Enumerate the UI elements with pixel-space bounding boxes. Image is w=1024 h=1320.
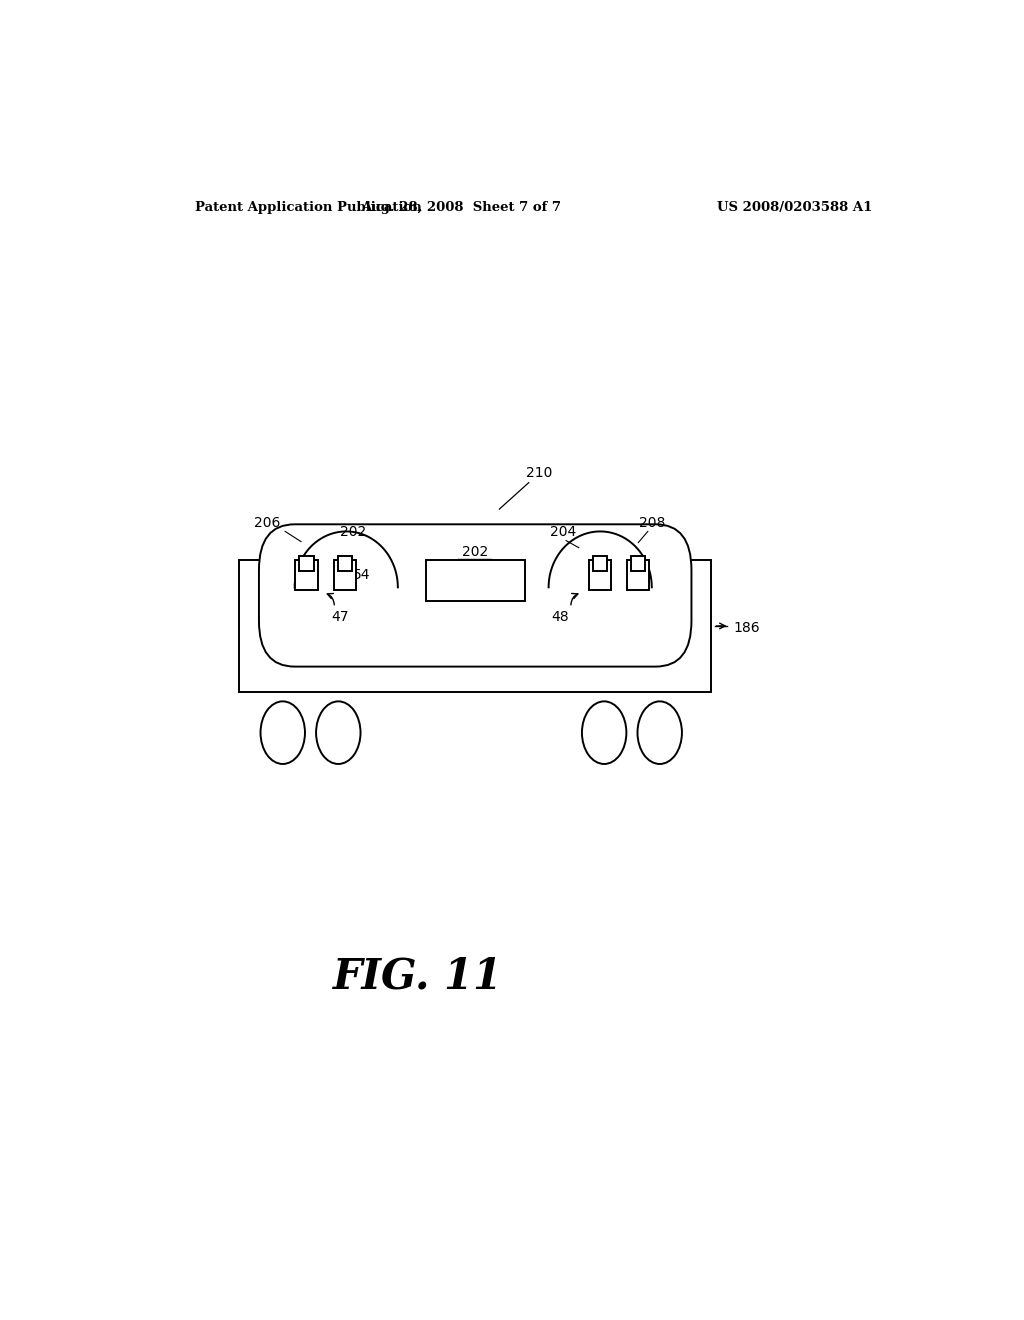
Text: 208: 208 (639, 516, 665, 531)
Text: 202: 202 (462, 545, 487, 558)
Bar (334, 560, 355, 590)
Text: 202: 202 (340, 524, 367, 539)
Bar (296, 560, 317, 590)
Text: 56: 56 (595, 568, 613, 582)
Ellipse shape (316, 701, 360, 764)
Text: 47: 47 (331, 610, 348, 623)
Text: 206: 206 (254, 516, 281, 531)
Ellipse shape (260, 701, 305, 764)
Ellipse shape (638, 701, 682, 764)
Text: Aug. 28, 2008  Sheet 7 of 7: Aug. 28, 2008 Sheet 7 of 7 (361, 201, 561, 214)
Text: FIG. 11: FIG. 11 (333, 956, 503, 998)
Bar (240, 560, 712, 692)
Bar (426, 560, 525, 601)
Text: 54: 54 (352, 568, 370, 582)
Ellipse shape (582, 701, 627, 764)
Text: US 2008/0203588 A1: US 2008/0203588 A1 (717, 201, 872, 214)
FancyBboxPatch shape (259, 524, 691, 667)
Bar (593, 556, 607, 570)
Text: 210: 210 (526, 466, 552, 479)
Text: Patent Application Publication: Patent Application Publication (196, 201, 422, 214)
Bar (589, 560, 611, 590)
Bar (338, 556, 352, 570)
Text: 204: 204 (550, 524, 577, 539)
Bar (627, 560, 649, 590)
Bar (631, 556, 645, 570)
Text: 48: 48 (552, 610, 569, 623)
Text: 186: 186 (733, 620, 760, 635)
Bar (299, 556, 313, 570)
